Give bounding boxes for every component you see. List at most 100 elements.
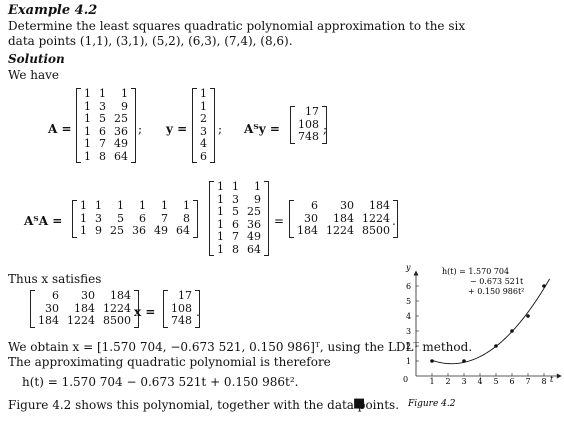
we-have-text: We have	[8, 68, 60, 82]
matrix-AT-cell: 1	[117, 199, 124, 212]
matrix-AT-cell: 1	[161, 199, 168, 212]
rhs-vector: 17 108 748	[163, 289, 200, 328]
system-matrix-cell: 6	[52, 289, 59, 302]
system-matrix-cell: 30	[81, 289, 95, 302]
data-point	[494, 344, 498, 348]
matrix-ATA: 6 30 184 30 184 1224 184 1224 8500	[289, 199, 398, 238]
matrix-AT-cell: 8	[183, 211, 190, 225]
end-of-example-mark: ■	[353, 396, 366, 411]
matrix-A-copy-cell: 1	[217, 242, 224, 256]
matrix-A-copy-cell: 1	[232, 180, 239, 193]
vector-ATy-cell: 748	[298, 130, 319, 143]
vector-y-row: 6	[196, 149, 211, 164]
figure-caption: Figure 4.2	[407, 399, 456, 408]
matrix-A-cell: 8	[99, 149, 106, 163]
polynomial-equation: h(t) = 1.570 704 − 0.673 521t + 0.150 98…	[22, 375, 299, 389]
example-heading: Example 4.2	[8, 3, 98, 18]
matrix-ATA-label: AᵀA =	[24, 214, 63, 228]
data-point	[510, 329, 514, 333]
vector-ATy-row: 748	[294, 130, 323, 144]
vector-y-row: 2	[196, 112, 211, 126]
matrix-AT: 1 1 1 1 1 1 1 3 5 6 7 8 1 9 25 36 49 64	[72, 199, 198, 238]
vector-ATy-label: Aᵀy =	[244, 122, 280, 136]
system-matrix-cell: 184	[38, 314, 59, 327]
system-matrix-cell: 1224	[103, 301, 131, 315]
matrix-A-copy-row: 1 5 25	[213, 205, 265, 219]
matrix-A-cell: 6	[99, 124, 106, 138]
matrix-A-copy-cell: 25	[247, 205, 261, 218]
y-tick-label: 2	[406, 342, 411, 351]
matrix-AT-cell: 1	[80, 199, 87, 212]
matrix-A-cell: 5	[99, 112, 106, 125]
matrix-ATA-row: 184 1224 8500	[293, 224, 394, 238]
vector-ATy: 17 108 748	[290, 105, 327, 144]
y-axis-arrow	[413, 270, 419, 276]
y-tick-label: 5	[406, 297, 411, 306]
matrix-ATA-cell: 30	[304, 211, 318, 225]
matrix-A-cell: 3	[99, 99, 106, 113]
vector-y-cell: 1	[200, 99, 207, 113]
matrix-A-copy-cell: 1	[217, 230, 224, 243]
matrix-A-copy-cell: 1	[217, 205, 224, 218]
matrix-ATA-cell: 6	[311, 199, 318, 212]
matrix-A-copy-row: 1 8 64	[213, 242, 265, 257]
matrix-A-cell: 49	[114, 137, 128, 150]
vector-ATy-cell: 108	[298, 117, 319, 131]
vector-y-row: 4	[196, 137, 211, 151]
y-axis-label: y	[405, 263, 411, 272]
t-tick-label: 6	[510, 377, 515, 386]
matrix-ATA-cell: 1224	[362, 211, 390, 225]
matrix-AT-cell: 64	[176, 224, 190, 237]
matrix-A-copy: 1 1 1 1 3 9 1 5 25 1 6 36 1 7 49 1 8 64	[209, 180, 269, 257]
vector-y-label: y =	[166, 122, 188, 136]
approx-text: The approximating quadratic polynomial i…	[8, 355, 331, 369]
matrix-A-copy-cell: 6	[232, 217, 239, 231]
legend-line-2: − 0.673 521t	[470, 277, 524, 286]
t-tick-label: 5	[494, 377, 499, 386]
t-tick-label: 3	[462, 377, 467, 386]
system-matrix: 6 30 184 30 184 1224 184 1224 8500	[30, 289, 139, 328]
rhs-vector-cell: 748	[171, 314, 192, 327]
matrix-ATA-cell: 184	[369, 199, 390, 212]
thus-text: Thus x satisfies	[8, 272, 102, 286]
vector-y-cell: 4	[200, 137, 207, 150]
vector-y-cell: 6	[200, 149, 207, 163]
matrix-A-copy-row: 1 7 49	[213, 230, 265, 244]
matrix-AT-cell: 9	[95, 224, 102, 237]
vector-y-cell: 1	[200, 87, 207, 100]
legend-line-3: + 0.150 986t²	[468, 287, 524, 296]
matrix-A-cell: 1	[84, 87, 91, 100]
matrix-AT-cell: 36	[132, 224, 146, 237]
matrix-ATA-cell: 1224	[326, 224, 354, 237]
system-matrix-cell: 8500	[103, 314, 131, 327]
semicolon: ;	[138, 122, 143, 136]
vector-ATy-cell: 17	[305, 105, 319, 118]
matrix-A-copy-cell: 3	[232, 192, 239, 206]
t-tick-label: 4	[478, 377, 483, 386]
polynomial-curve	[431, 278, 550, 365]
rhs-vector-row: 108	[167, 302, 196, 316]
system-matrix-row: 30 184 1224	[34, 301, 135, 316]
polynomial-plot: 1 2 3 4 5 6 7 8 1 2 3 4 5 6 y t 0 h(t) = 1.570 704 − …	[403, 263, 562, 408]
figure-reference-text: Figure 4.2 shows this polynomial, togeth…	[8, 398, 400, 412]
matrix-ATA-cell: 184	[297, 224, 318, 237]
matrix-AT-cell: 49	[154, 224, 168, 237]
matrix-A-row: 1 5 25	[80, 112, 132, 126]
t-axis-arrow	[556, 373, 562, 379]
matrix-A-copy-cell: 49	[247, 230, 261, 243]
matrix-A-cell: 1	[99, 87, 106, 100]
system-matrix-cell: 30	[45, 301, 59, 315]
matrix-A-cell: 7	[99, 137, 106, 150]
matrix-AT-cell: 1	[80, 211, 87, 225]
obtain-text: We obtain x = [1.570 704, −0.673 521, 0.…	[8, 340, 473, 354]
matrix-A-row: 1 6 36	[80, 124, 132, 139]
matrix-AT-cell: 1	[139, 199, 146, 212]
matrix-ATA-cell: 184	[333, 211, 354, 225]
equals-sign: =	[274, 214, 285, 228]
system-matrix-row: 6 30 184	[34, 289, 135, 303]
t-tick-label: 1	[430, 377, 435, 386]
system-matrix-row: 184 1224 8500	[34, 314, 135, 328]
matrix-A-copy-row: 1 6 36	[213, 217, 265, 232]
